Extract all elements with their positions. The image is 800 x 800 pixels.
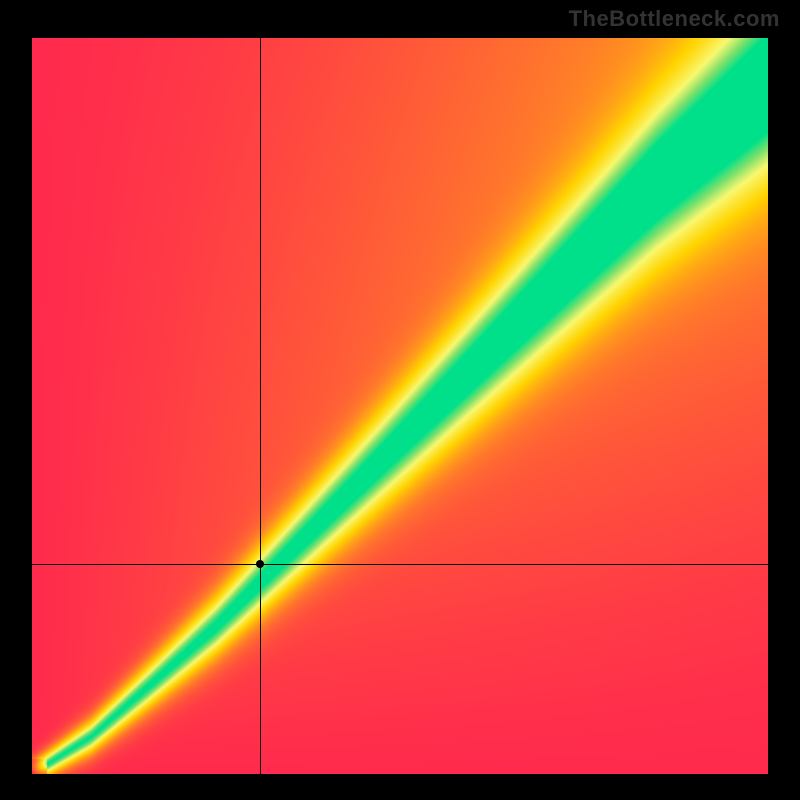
crosshair-horizontal	[32, 564, 768, 565]
chart-frame: TheBottleneck.com	[0, 0, 800, 800]
heatmap-plot	[32, 38, 768, 774]
heatmap-canvas	[32, 38, 768, 774]
crosshair-vertical	[260, 38, 261, 774]
watermark-text: TheBottleneck.com	[569, 6, 780, 32]
